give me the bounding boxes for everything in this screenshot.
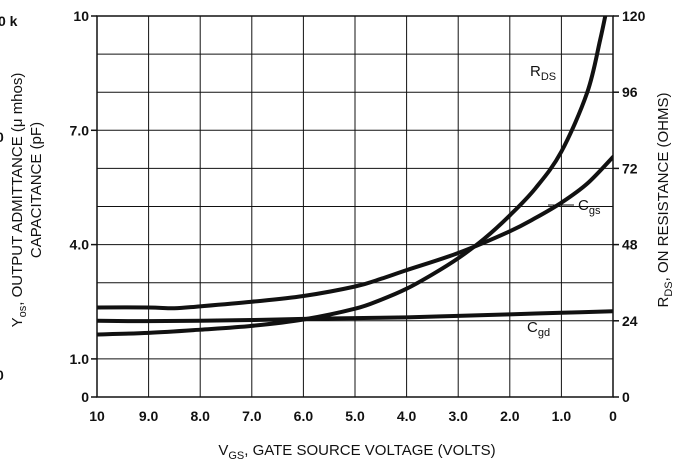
tick-labels: 10 9.0 8.0 7.0 6.0 5.0 4.0 3.0 2.0 1.0 0107.04.01.… — [70, 8, 646, 424]
clipped-label-mid: 0 — [0, 129, 4, 145]
series-lines — [97, 16, 613, 337]
x-tick-label: 3.0 — [448, 408, 468, 424]
y-right-tick-label: 0 — [622, 389, 630, 405]
series-line-cgd — [97, 309, 613, 324]
x-tick-label: 10 — [89, 408, 105, 424]
x-tick-label: 2.0 — [500, 408, 520, 424]
y-left-tick-label: 7.0 — [70, 122, 90, 138]
y-left-tick-label: 0 — [81, 389, 89, 405]
y-right-tick-label: 24 — [622, 313, 638, 329]
x-tick-label: 1.0 — [552, 408, 572, 424]
series-label-cgd: Cgd — [527, 319, 550, 339]
y-left-tick-label: 4.0 — [70, 237, 90, 253]
x-tick-label: 6.0 — [294, 408, 314, 424]
y-right-axis-title: RDS, ON RESISTANCE (OHMS) — [655, 92, 675, 307]
series-line-cgs — [97, 154, 613, 311]
y-left-axis-title-line1: Yos, OUTPUT ADMITTANCE (μ mhos) — [9, 73, 29, 328]
y-left-tick-label: 1.0 — [70, 351, 90, 367]
x-tick-label: 4.0 — [397, 408, 417, 424]
clipped-label-bottom: 0 — [0, 367, 4, 383]
series-label-rds: RDS — [530, 63, 556, 83]
y-left-tick-label: 10 — [73, 8, 89, 24]
series-line-rds — [97, 16, 608, 337]
x-tick-label: 0 — [609, 408, 617, 424]
clipped-label-top: 0 k — [0, 13, 18, 29]
x-axis-title: VGS, GATE SOURCE VOLTAGE (VOLTS) — [218, 442, 495, 462]
y-right-tick-label: 96 — [622, 84, 638, 100]
x-tick-label: 9.0 — [139, 408, 159, 424]
x-tick-label: 5.0 — [345, 408, 365, 424]
y-left-axis-title-line2: CAPACITANCE (pF) — [28, 122, 45, 258]
series-label-cgs: Cgs — [578, 197, 601, 217]
y-right-tick-label: 120 — [622, 8, 646, 24]
y-right-tick-label: 48 — [622, 237, 638, 253]
y-right-tick-label: 72 — [622, 160, 638, 176]
plot-frame — [96, 15, 614, 398]
x-tick-label: 8.0 — [190, 408, 210, 424]
x-tick-label: 7.0 — [242, 408, 262, 424]
